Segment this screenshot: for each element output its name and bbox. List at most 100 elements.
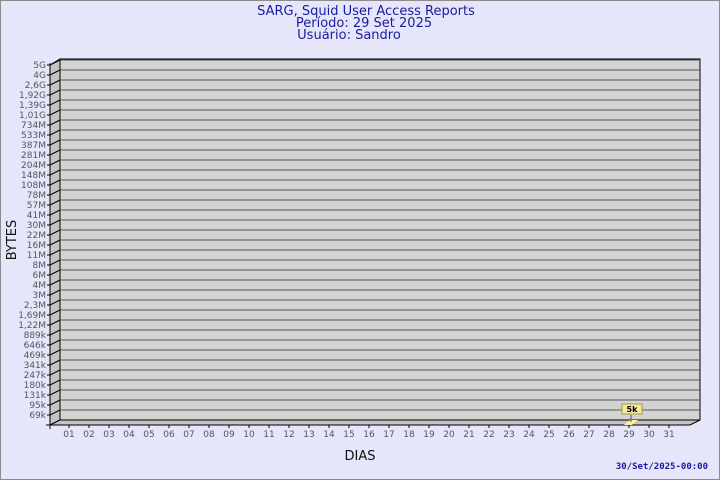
y-tick-label: 57M xyxy=(27,201,46,211)
chart-subtitle-period: Período: 29 Set 2025 xyxy=(296,16,432,31)
grid-line-side xyxy=(49,399,61,406)
x-tick-label: 06 xyxy=(163,430,175,440)
y-tick-label: 734M xyxy=(21,121,46,131)
y-tick-label: 11M xyxy=(27,251,46,261)
chart-subtitle-user: Usuário: Sandro xyxy=(297,28,401,43)
x-tick-label: 30 xyxy=(643,430,655,440)
y-tick-label: 6M xyxy=(33,271,47,281)
y-tick-label: 646k xyxy=(24,341,47,351)
y-tick-label: 2,6G xyxy=(25,81,46,91)
plot-floor xyxy=(49,419,701,426)
grid-line-side xyxy=(49,269,61,276)
grid-line-side xyxy=(49,129,61,136)
y-tick-label: 1,39G xyxy=(19,101,46,111)
y-tick-label: 30M xyxy=(27,221,46,231)
x-tick-label: 07 xyxy=(183,430,194,440)
y-tick-label: 41M xyxy=(27,211,46,221)
grid-line-side xyxy=(49,379,61,386)
grid-line-side xyxy=(49,339,61,346)
x-tick-label: 14 xyxy=(323,430,335,440)
grid-line-side xyxy=(49,99,61,106)
x-tick-label: 10 xyxy=(243,430,255,440)
chart-title: SARG, Squid User Access Reports xyxy=(257,4,475,19)
x-tick-label: 27 xyxy=(583,430,594,440)
grid-line-side xyxy=(49,169,61,176)
y-tick-label: 1,69M xyxy=(18,311,46,321)
grid-line-side xyxy=(49,209,61,216)
y-tick-label: 148M xyxy=(21,171,46,181)
x-tick-label: 28 xyxy=(603,430,615,440)
y-tick-label: 533M xyxy=(21,131,46,141)
y-tick-label: 889k xyxy=(24,331,47,341)
x-tick-label: 05 xyxy=(143,430,154,440)
x-tick-label: 23 xyxy=(503,430,514,440)
y-tick-label: 2,3M xyxy=(24,301,46,311)
x-tick-label: 15 xyxy=(343,430,354,440)
x-tick-label: 31 xyxy=(663,430,674,440)
grid-line-side xyxy=(49,409,61,416)
y-tick-label: 16M xyxy=(27,241,46,251)
grid-line-side xyxy=(49,319,61,326)
x-tick-label: 25 xyxy=(543,430,554,440)
grid-line-side xyxy=(49,79,61,86)
x-tick-label: 04 xyxy=(123,430,135,440)
y-tick-label: 387M xyxy=(21,141,46,151)
x-tick-label: 12 xyxy=(283,430,294,440)
x-tick-label: 03 xyxy=(103,430,114,440)
grid-line-side xyxy=(49,69,61,76)
x-tick-label: 09 xyxy=(223,430,235,440)
bar xyxy=(624,420,638,425)
grid-line-side xyxy=(49,59,61,66)
x-tick-label: 08 xyxy=(203,430,215,440)
grid-line-side xyxy=(49,289,61,296)
grid-line-side xyxy=(49,179,61,186)
y-tick-label: 95k xyxy=(29,401,46,411)
grid-line-side xyxy=(49,329,61,336)
y-tick-label: 1,92G xyxy=(19,91,46,101)
y-tick-label: 281M xyxy=(21,151,46,161)
grid-line-side xyxy=(49,349,61,356)
grid-line-side xyxy=(49,309,61,316)
grid-line-side xyxy=(49,249,61,256)
grid-line-side xyxy=(49,189,61,196)
grid-line-side xyxy=(49,139,61,146)
report-timestamp: 30/Set/2025-00:00 xyxy=(616,462,708,472)
x-tick-label: 22 xyxy=(483,430,494,440)
y-tick-label: 69k xyxy=(29,411,46,421)
y-tick-label: 180k xyxy=(24,381,47,391)
x-tick-label: 24 xyxy=(523,430,535,440)
y-tick-label: 1,01G xyxy=(19,111,46,121)
x-tick-label: 11 xyxy=(263,430,274,440)
x-tick-label: 16 xyxy=(363,430,375,440)
grid-line-side xyxy=(49,359,61,366)
x-tick-label: 21 xyxy=(463,430,474,440)
y-tick-label: 8M xyxy=(33,261,47,271)
y-tick-label: 469k xyxy=(24,351,47,361)
y-tick-label: 3M xyxy=(33,291,47,301)
y-tick-label: 108M xyxy=(21,181,46,191)
x-tick-label: 20 xyxy=(443,430,455,440)
y-axis-label: BYTES xyxy=(5,220,20,261)
x-tick-label: 29 xyxy=(623,430,635,440)
data-label-box xyxy=(621,403,643,415)
y-tick-label: 78M xyxy=(27,191,46,201)
x-tick-label: 19 xyxy=(423,430,435,440)
y-tick-label: 22M xyxy=(27,231,46,241)
x-axis-label: DIAS xyxy=(345,449,376,464)
grid-line-side xyxy=(49,119,61,126)
y-tick-label: 1,22M xyxy=(18,321,46,331)
grid-line-side xyxy=(49,299,61,306)
x-tick-label: 17 xyxy=(383,430,394,440)
y-tick-label: 131k xyxy=(24,391,47,401)
grid-line-side xyxy=(49,229,61,236)
grid-line-side xyxy=(49,389,61,396)
grid-line-side xyxy=(49,259,61,266)
grid-line-side xyxy=(49,219,61,226)
grid-line-side xyxy=(49,279,61,286)
y-tick-label: 4M xyxy=(33,281,47,291)
data-label: 5k xyxy=(627,405,639,414)
x-tick-label: 18 xyxy=(403,430,415,440)
grid-line-side xyxy=(49,239,61,246)
x-tick-label: 02 xyxy=(83,430,94,440)
